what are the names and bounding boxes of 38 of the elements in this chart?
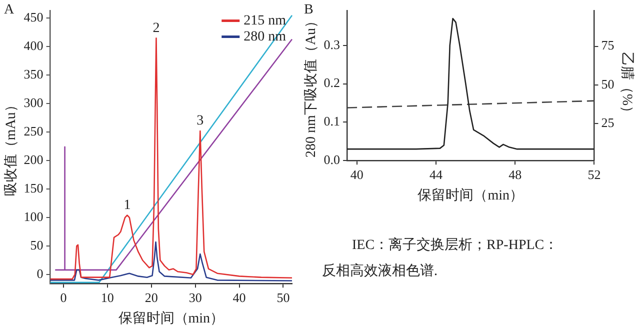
y-tick-label: 100 (24, 208, 44, 224)
y-tick-label: 150 (24, 180, 44, 196)
annotation: 3 (196, 114, 204, 129)
y-tick-label: 0.2 (324, 75, 340, 90)
x-tick-label: 50 (276, 290, 290, 305)
x-tick-label: 20 (144, 290, 158, 305)
y-tick-label: 400 (24, 38, 44, 54)
annotation: 2 (152, 20, 160, 36)
legend-label: 215 nm (244, 13, 286, 28)
y2-tick-label: 75 (601, 38, 614, 53)
x-tick-label: 44 (430, 166, 444, 182)
y-tick-label: 0.1 (324, 114, 340, 129)
x-axis-title: 保留时间（min） (418, 187, 524, 204)
y-tick-label: 0.0 (324, 152, 340, 168)
y2-axis-title: 乙腈（%） (618, 52, 635, 120)
x-tick-label: 30 (188, 290, 202, 305)
text: A (4, 2, 15, 18)
x-tick-label: 52 (588, 166, 601, 182)
x-tick-label: 48 (508, 166, 522, 182)
text: 反相高效液相色谱. (322, 262, 438, 281)
y-tick-label: 0.3 (324, 36, 340, 52)
y-tick-label: 200 (24, 152, 44, 168)
x-tick-label: 40 (350, 166, 364, 182)
y-axis-title: 吸收值（mAu） (3, 98, 20, 196)
x-tick-label: 40 (232, 290, 246, 305)
x-tick-label: 0 (60, 290, 67, 305)
y2-tick-label: 25 (601, 114, 614, 130)
text: IEC：离子交换层析；RP-HPLC： (352, 236, 558, 255)
y-tick-label: 250 (24, 124, 44, 139)
annotation: 1 (124, 198, 131, 213)
y2-tick-label: 50 (601, 76, 614, 92)
y-tick-label: 300 (24, 95, 44, 110)
x-axis-title: 保留时间（min） (118, 310, 224, 326)
x-tick-label: 10 (100, 290, 114, 305)
y-tick-label: 450 (24, 10, 44, 25)
y-tick-label: 50 (30, 237, 44, 252)
y-tick-label: 350 (24, 66, 44, 82)
y-tick-label: 0 (36, 266, 44, 281)
